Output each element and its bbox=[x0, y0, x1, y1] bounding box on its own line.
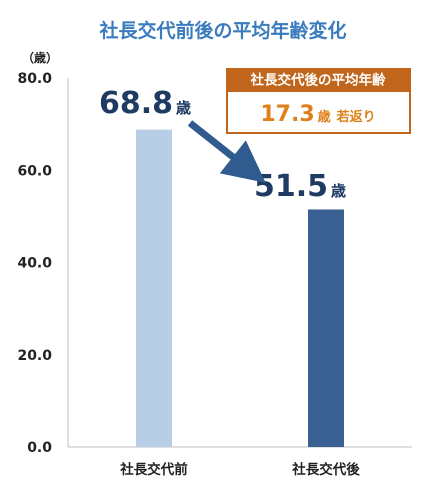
annotation-body bbox=[226, 90, 411, 134]
annotation-header-bg bbox=[226, 68, 411, 91]
y-tick-label: 0.0 bbox=[27, 440, 52, 456]
value-unit: 歳 bbox=[331, 182, 346, 200]
bar bbox=[136, 129, 172, 447]
x-category-label: 社長交代前 bbox=[119, 461, 188, 478]
y-axis-unit: （歳） bbox=[22, 50, 58, 65]
bar bbox=[308, 209, 344, 447]
x-axis-categories: 社長交代前 社長交代後 bbox=[119, 461, 360, 478]
y-tick-label: 80.0 bbox=[17, 71, 52, 87]
bars bbox=[136, 129, 344, 447]
y-axis-ticks: 0.0 20.0 40.0 60.0 80.0 bbox=[17, 71, 52, 456]
value-unit: 歳 bbox=[176, 99, 191, 117]
y-tick-label: 60.0 bbox=[17, 163, 52, 179]
annotation-unit: 歳 bbox=[318, 109, 331, 125]
value-labels: 68.8 歳51.5 歳 bbox=[99, 86, 346, 204]
value-label: 51.5 歳 bbox=[254, 169, 346, 204]
change-arrow bbox=[187, 120, 266, 183]
x-category-label: 社長交代後 bbox=[291, 461, 360, 478]
y-tick-label: 40.0 bbox=[17, 256, 52, 272]
annotation-box: 社長交代後の平均年齢 17.3 歳若返り bbox=[226, 68, 411, 134]
y-tick-label: 20.0 bbox=[17, 348, 52, 364]
annotation-number: 17.3 bbox=[260, 102, 314, 127]
value-number: 51.5 bbox=[254, 169, 328, 204]
annotation-suffix: 若返り bbox=[336, 109, 376, 125]
chart-title: 社長交代前後の平均年齢変化 bbox=[98, 19, 346, 42]
value-number: 68.8 bbox=[99, 86, 173, 121]
annotation-value: 17.3 歳若返り bbox=[260, 102, 375, 127]
value-label: 68.8 歳 bbox=[99, 86, 191, 121]
annotation-header: 社長交代後の平均年齢 bbox=[250, 72, 386, 89]
